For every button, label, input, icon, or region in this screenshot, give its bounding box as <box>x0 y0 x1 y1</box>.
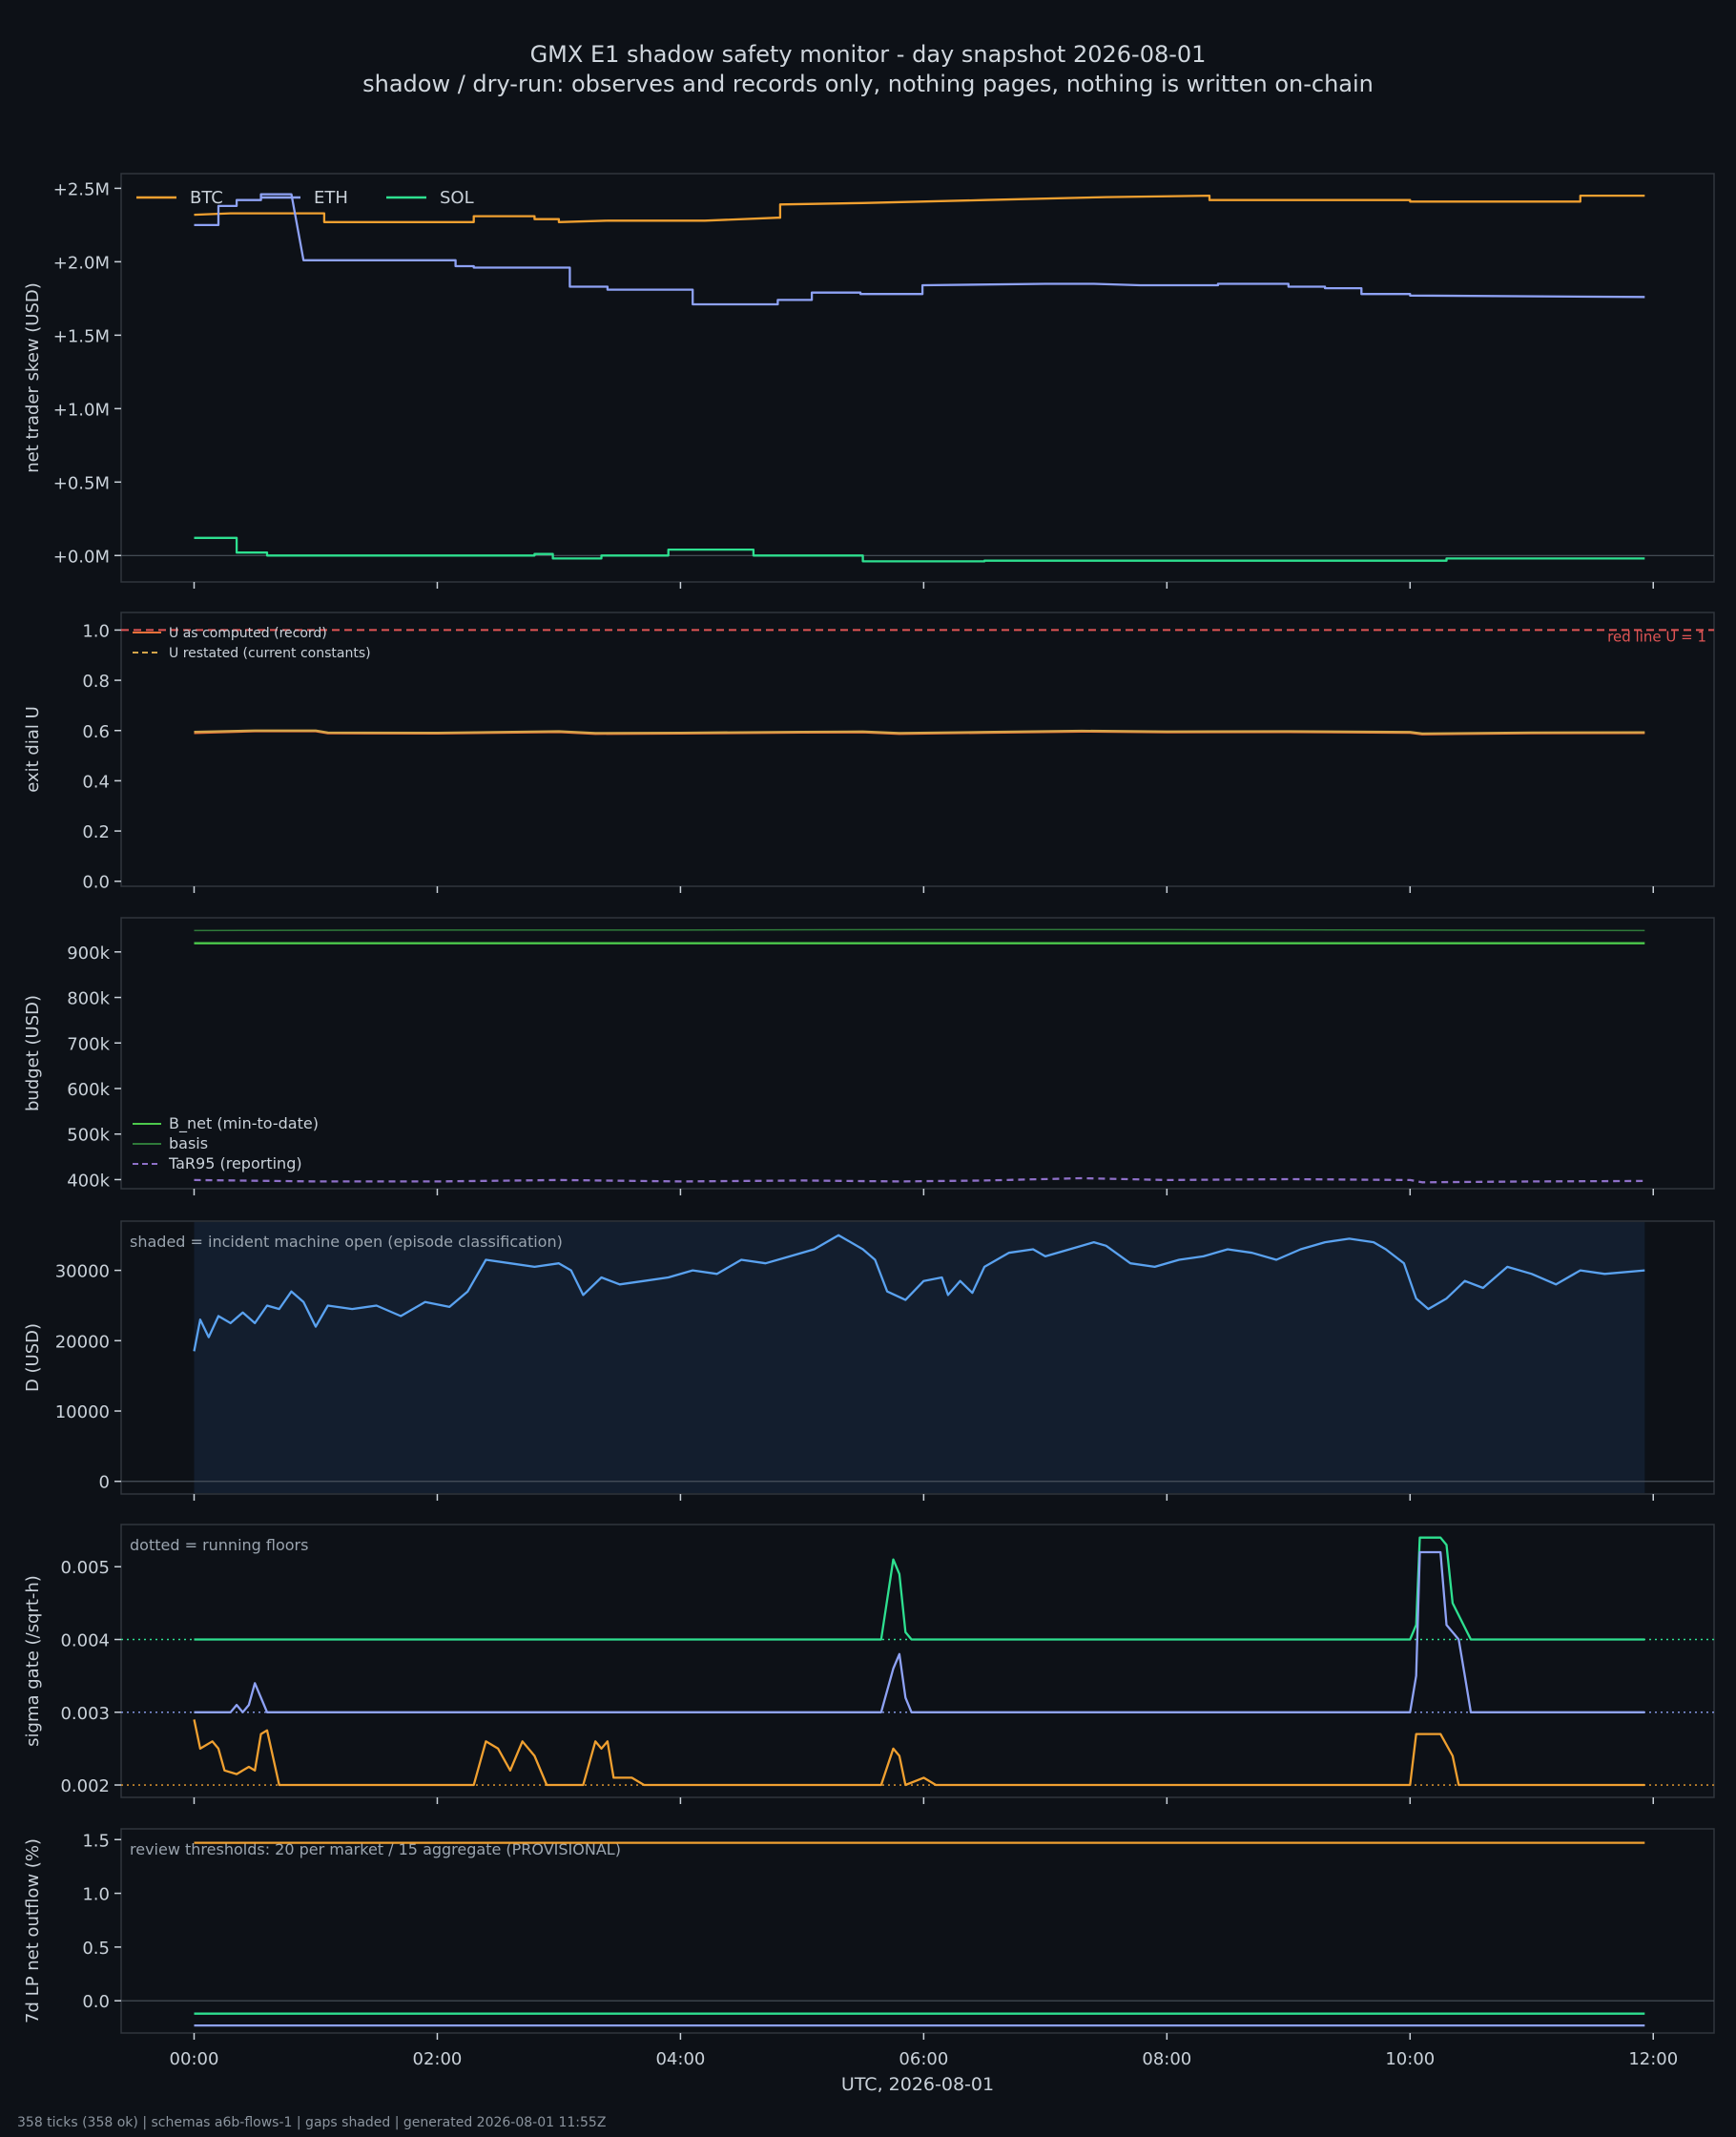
y-tick-label: 0.003 <box>60 1704 110 1724</box>
series-line-d <box>193 1234 1645 1352</box>
y-axis-label: net trader skew (USD) <box>23 282 43 473</box>
x-tick-label: 12:00 <box>1628 2049 1678 2069</box>
y-tick-label: +2.5M <box>53 179 110 199</box>
footer-status: 358 ticks (358 ok) | schemas a6b-flows-1… <box>17 2115 607 2130</box>
y-tick-label: +0.0M <box>53 547 110 567</box>
y-tick-label: 0.005 <box>60 1558 110 1578</box>
series-line-eth <box>194 193 1645 306</box>
panel-frame <box>120 917 1715 1190</box>
y-tick-label: +1.0M <box>53 400 110 420</box>
y-tick-label: 0.0 <box>82 873 110 893</box>
legend-label: basis <box>169 1134 208 1152</box>
y-tick-label: +2.0M <box>53 253 110 273</box>
panel-drawdown: 0 10000 20000 30000 D (USD) shaded = incident… <box>23 1220 1715 1501</box>
legend-label: U restated (current constants) <box>169 646 371 661</box>
panel-lp_outflow: 0.0 0.5 1.0 1.5 00:00 02:00 04:00 06:00 08:00 10:… <box>23 1828 1715 2095</box>
panel-skew: +0.0M +0.5M +1.0M +1.5M +2.0M +2.5M net trader… <box>23 173 1715 589</box>
y-tick-label: 0.002 <box>60 1776 110 1796</box>
legend-label: ETH <box>314 188 348 208</box>
x-tick-label: 10:00 <box>1385 2049 1435 2069</box>
panel-budget: 400k 500k 600k 700k 800k 900k budget (USD) B_ne… <box>23 917 1715 1195</box>
y-tick-label: 30000 <box>55 1262 110 1282</box>
legend-label: SOL <box>440 188 474 208</box>
y-tick-label: 0.2 <box>82 822 110 842</box>
y-axis-label: D (USD) <box>23 1323 43 1392</box>
series-line-basis <box>194 928 1645 932</box>
series-line-sol <box>194 1536 1645 1641</box>
y-axis-label: exit dial U <box>23 706 43 793</box>
y-tick-label: 800k <box>67 989 110 1009</box>
x-axis-label: UTC, 2026-08-01 <box>841 2074 994 2095</box>
y-tick-label: 0.4 <box>82 772 110 792</box>
series-line-u-restated-current-constants- <box>194 729 1645 736</box>
x-tick-label: 08:00 <box>1142 2049 1191 2069</box>
y-tick-label: 10000 <box>55 1402 110 1422</box>
legend: BTC ETH SOL <box>136 188 474 208</box>
legend-label: BTC <box>190 188 223 208</box>
y-axis-label: 7d LP net outflow (%) <box>23 1838 43 2023</box>
y-tick-label: 1.5 <box>82 1831 110 1851</box>
y-tick-label: 600k <box>67 1080 110 1100</box>
y-tick-label: 400k <box>67 1171 110 1191</box>
y-tick-label: 0.5 <box>82 1939 110 1959</box>
legend: B_net (min-to-date)basis TaR95 (reporting… <box>133 1114 319 1172</box>
panel-frame <box>120 1220 1715 1495</box>
x-tick-label: 00:00 <box>170 2049 219 2069</box>
y-tick-label: 900k <box>67 944 110 964</box>
panel-annotation: review thresholds: 20 per market / 15 ag… <box>130 1840 621 1858</box>
series-line-btc <box>194 194 1645 223</box>
shaded-span <box>194 1222 1645 1493</box>
panel-sigma_gate: 0.002 0.003 0.004 0.005 sigma gate (/sqrt-h)… <box>23 1524 1715 1804</box>
y-tick-label: 1.0 <box>82 1885 110 1905</box>
y-tick-label: 20000 <box>55 1332 110 1352</box>
panel-annotation: shaded = incident machine open (episode … <box>130 1233 563 1251</box>
series-line-sol <box>194 536 1645 563</box>
reference-line-label: red line U = 1 <box>1607 628 1706 645</box>
panel-frame <box>120 612 1715 887</box>
legend-label: TaR95 (reporting) <box>168 1154 302 1172</box>
legend: U as computed (record) U restated (curren… <box>133 626 371 661</box>
y-tick-label: +1.5M <box>53 326 110 346</box>
x-tick-label: 06:00 <box>899 2049 948 2069</box>
series-line-btc <box>193 1719 1645 1787</box>
y-tick-label: +0.5M <box>53 473 110 493</box>
y-tick-label: 1.0 <box>82 621 110 641</box>
panel-exit_dial: red line U = 1 0.0 0.2 0.4 0.6 0.8 1.0 exit dia… <box>23 612 1715 893</box>
x-tick-label: 02:00 <box>413 2049 463 2069</box>
y-axis-label: budget (USD) <box>23 995 43 1111</box>
legend-label: U as computed (record) <box>169 626 327 641</box>
panel-annotation: dotted = running floors <box>130 1536 308 1554</box>
y-tick-label: 500k <box>67 1126 110 1146</box>
y-tick-label: 0.8 <box>82 672 110 692</box>
series-line-eth <box>194 1550 1645 1713</box>
y-tick-label: 0 <box>99 1473 110 1493</box>
panel-frame <box>120 1828 1715 2034</box>
series-line-tar95-reporting- <box>194 1176 1645 1184</box>
chart-subtitle: shadow / dry-run: observes and records o… <box>362 71 1374 97</box>
y-tick-label: 700k <box>67 1034 110 1054</box>
y-tick-label: 0.6 <box>82 722 110 742</box>
legend-label: B_net (min-to-date) <box>169 1114 319 1133</box>
y-tick-label: 0.0 <box>82 1992 110 2012</box>
y-tick-label: 0.004 <box>60 1631 110 1651</box>
x-tick-label: 04:00 <box>655 2049 705 2069</box>
panel-frame <box>120 173 1715 583</box>
panel-frame <box>120 1524 1715 1798</box>
chart-title: GMX E1 shadow safety monitor - day snaps… <box>529 41 1207 68</box>
y-axis-label: sigma gate (/sqrt-h) <box>23 1575 43 1747</box>
